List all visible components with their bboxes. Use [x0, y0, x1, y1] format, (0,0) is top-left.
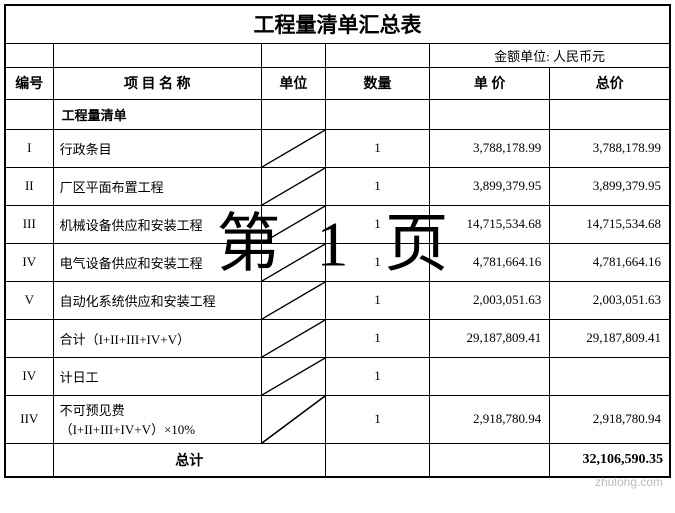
boq-table: 工程量清单汇总表 金额单位: 人民币元 编号 项 目 名 称 单位 数量 单 价…	[4, 4, 671, 478]
row-price: 3,788,178.99	[430, 129, 550, 167]
header-no: 编号	[5, 67, 53, 99]
header-row: 编号 项 目 名 称 单位 数量 单 价 总价	[5, 67, 670, 99]
header-qty: 数量	[325, 67, 429, 99]
total-row: 总计 32,106,590.35	[5, 443, 670, 477]
row-name: 行政条目	[53, 129, 261, 167]
table-title: 工程量清单汇总表	[5, 5, 670, 43]
source-watermark: zhulong.com	[595, 475, 663, 489]
header-price: 单 价	[430, 67, 550, 99]
table-row: I 行政条目 1 3,788,178.99 3,788,178.99	[5, 129, 670, 167]
total-label: 总计	[53, 443, 325, 477]
table-row: II 厂区平面布置工程 1 3,899,379.95 3,899,379.95	[5, 167, 670, 205]
row-qty: 1	[325, 129, 429, 167]
table-row: IV 电气设备供应和安装工程 1 4,781,664.16 4,781,664.…	[5, 243, 670, 281]
row-unit	[261, 129, 325, 167]
header-name: 项 目 名 称	[53, 67, 261, 99]
currency-row: 金额单位: 人民币元	[5, 43, 670, 67]
section-label: 工程量清单	[53, 99, 261, 129]
table-row: IIV 不可预见费 （I+II+III+IV+V）×10% 1 2,918,78…	[5, 395, 670, 443]
total-value: 32,106,590.35	[550, 443, 670, 477]
row-total: 3,788,178.99	[550, 129, 670, 167]
header-unit: 单位	[261, 67, 325, 99]
section-row: 工程量清单	[5, 99, 670, 129]
table-row: III 机械设备供应和安装工程 1 14,715,534.68 14,715,5…	[5, 205, 670, 243]
table-row: V 自动化系统供应和安装工程 1 2,003,051.63 2,003,051.…	[5, 281, 670, 319]
row-no: I	[5, 129, 53, 167]
table-row: IV 计日工 1	[5, 357, 670, 395]
title-row: 工程量清单汇总表	[5, 5, 670, 43]
table-row: 合计（I+II+III+IV+V） 1 29,187,809.41 29,187…	[5, 319, 670, 357]
header-total: 总价	[550, 67, 670, 99]
currency-unit: 金额单位: 人民币元	[430, 43, 670, 67]
